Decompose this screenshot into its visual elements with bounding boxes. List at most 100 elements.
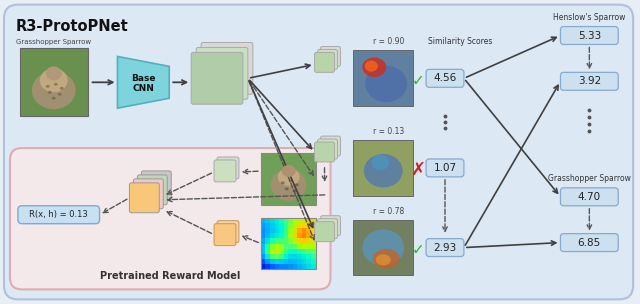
Bar (302, 264, 307, 270)
Bar (353, 50, 413, 106)
FancyBboxPatch shape (321, 136, 340, 156)
Ellipse shape (48, 91, 52, 94)
Bar (298, 259, 302, 265)
Bar (311, 254, 316, 260)
Bar (270, 223, 275, 229)
Bar (292, 223, 298, 229)
Ellipse shape (373, 249, 400, 268)
Text: ✓: ✓ (412, 242, 424, 257)
FancyBboxPatch shape (138, 175, 167, 205)
Bar (292, 249, 298, 254)
Bar (302, 238, 307, 244)
Bar (298, 249, 302, 254)
Ellipse shape (285, 187, 289, 190)
Bar (275, 259, 280, 265)
FancyBboxPatch shape (561, 188, 618, 206)
Ellipse shape (54, 83, 58, 86)
Bar (307, 244, 312, 249)
FancyBboxPatch shape (561, 234, 618, 251)
Bar (288, 244, 293, 249)
Bar (307, 264, 312, 270)
Bar (266, 264, 271, 270)
Bar (298, 218, 302, 223)
Bar (353, 140, 413, 196)
FancyBboxPatch shape (426, 239, 464, 257)
Bar (307, 259, 312, 265)
Bar (279, 233, 284, 239)
Ellipse shape (60, 87, 64, 90)
Bar (284, 238, 289, 244)
Bar (261, 249, 266, 254)
Bar (275, 244, 280, 249)
Ellipse shape (365, 60, 378, 72)
Bar (288, 254, 293, 260)
FancyBboxPatch shape (561, 72, 618, 90)
Bar (288, 249, 293, 254)
Bar (275, 223, 280, 229)
Bar (279, 238, 284, 244)
Bar (270, 244, 275, 249)
Text: r = 0.78: r = 0.78 (372, 207, 404, 216)
Bar (279, 228, 284, 234)
Bar (311, 244, 316, 249)
Bar (284, 264, 289, 270)
Bar (353, 220, 413, 275)
Text: Similarity Scores: Similarity Scores (428, 37, 492, 47)
FancyBboxPatch shape (196, 47, 248, 99)
Text: ✓: ✓ (412, 73, 424, 88)
Bar (261, 238, 266, 244)
Ellipse shape (376, 254, 391, 265)
Ellipse shape (271, 169, 307, 201)
Text: ✗: ✗ (410, 161, 426, 179)
Bar (311, 223, 316, 229)
Bar (261, 218, 266, 223)
Bar (266, 218, 271, 223)
Bar (275, 238, 280, 244)
Bar (298, 223, 302, 229)
Bar (261, 233, 266, 239)
FancyBboxPatch shape (191, 53, 243, 104)
Ellipse shape (289, 179, 292, 182)
Bar (292, 238, 298, 244)
Bar (270, 228, 275, 234)
Bar (270, 249, 275, 254)
Bar (261, 259, 266, 265)
Bar (298, 244, 302, 249)
Bar (292, 233, 298, 239)
Bar (270, 259, 275, 265)
Bar (311, 228, 316, 234)
Bar (270, 233, 275, 239)
Ellipse shape (40, 68, 68, 92)
Ellipse shape (282, 165, 296, 177)
Bar (275, 254, 280, 260)
Text: r = 0.90: r = 0.90 (372, 37, 404, 47)
FancyBboxPatch shape (10, 148, 330, 289)
Bar (284, 259, 289, 265)
Bar (270, 238, 275, 244)
Bar (288, 218, 293, 223)
Bar (279, 218, 284, 223)
FancyBboxPatch shape (317, 219, 337, 239)
Bar (307, 218, 312, 223)
Bar (307, 228, 312, 234)
Ellipse shape (294, 183, 299, 186)
FancyBboxPatch shape (426, 69, 464, 87)
Bar (311, 218, 316, 223)
Text: r = 0.13: r = 0.13 (372, 127, 404, 136)
Bar (311, 264, 316, 270)
Bar (279, 223, 284, 229)
Bar (266, 244, 271, 249)
Bar (298, 264, 302, 270)
Text: 2.93: 2.93 (433, 243, 456, 253)
Polygon shape (118, 57, 169, 108)
Bar (275, 249, 280, 254)
Bar (279, 244, 284, 249)
Bar (270, 218, 275, 223)
Bar (298, 233, 302, 239)
Bar (266, 254, 271, 260)
Bar (261, 228, 266, 234)
Bar (302, 233, 307, 239)
Bar (266, 233, 271, 239)
Bar (292, 254, 298, 260)
Bar (302, 228, 307, 234)
